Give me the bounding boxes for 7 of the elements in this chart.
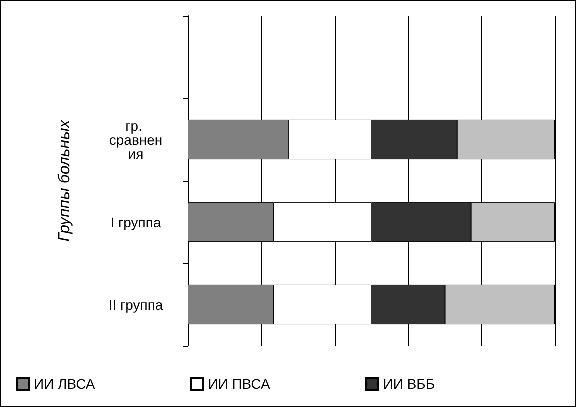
- y-axis-title: Группы больных: [56, 119, 74, 242]
- legend-label: ИИ ПВСА: [208, 376, 271, 392]
- y-tick-label: гр. сравнения: [109, 118, 163, 162]
- legend-label: ИИ ВББ: [383, 376, 436, 392]
- y-tick-label: II группа: [108, 296, 164, 313]
- y-tick-label: I группа: [110, 214, 162, 230]
- legend-label: ИИ ЛВСА: [34, 376, 96, 392]
